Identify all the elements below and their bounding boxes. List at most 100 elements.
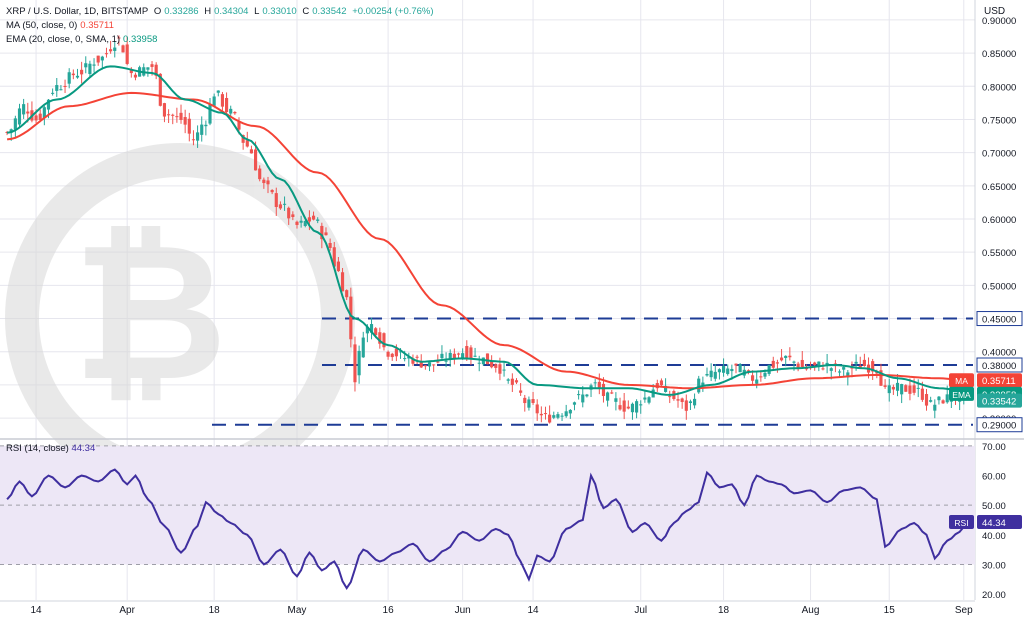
close-value: 0.33542 [312, 6, 347, 17]
ema-legend[interactable]: EMA (20, close, 0, SMA, 1) 0.33958 [6, 34, 160, 45]
candle-body [452, 353, 456, 359]
candle [701, 376, 705, 392]
candle-body [398, 351, 403, 353]
candle [71, 69, 75, 80]
candle-body [680, 398, 684, 403]
candle [477, 355, 481, 372]
candle-body [436, 361, 440, 363]
symbol-legend: XRP / U.S. Dollar, 1D, BITSTAMP O 0.33286… [6, 6, 437, 17]
candle [104, 47, 109, 58]
candle-body [84, 63, 88, 68]
ema-line [6, 65, 968, 396]
candle [900, 383, 904, 404]
change-value: +0.00254 (+0.76%) [352, 6, 434, 17]
candle [187, 112, 191, 142]
candle [647, 396, 651, 405]
candle [494, 363, 498, 373]
candle-body [560, 415, 564, 417]
candle [664, 378, 668, 393]
candle-body [167, 114, 171, 116]
candle [556, 411, 560, 420]
candle-body [601, 383, 606, 396]
candle-body [382, 333, 386, 348]
candle [514, 378, 519, 385]
candle-body [738, 364, 742, 373]
time-tick-label: Sep [955, 605, 973, 616]
candle [258, 165, 262, 182]
candle-body [249, 149, 254, 154]
price-tick-label: 0.85000 [982, 49, 1016, 60]
candle [485, 353, 490, 365]
level-price-tag-border [976, 311, 1023, 327]
candle-body [709, 370, 713, 378]
candle-body [788, 355, 792, 358]
candle [220, 91, 225, 114]
rsi-legend[interactable]: RSI (14, close) 44.34 [6, 443, 95, 454]
candle [713, 364, 717, 382]
candle-body [647, 397, 651, 403]
candle-body [924, 394, 929, 406]
candle [539, 406, 543, 423]
candle [432, 364, 436, 372]
ma-legend[interactable]: MA (50, close, 0) 0.35711 [6, 20, 117, 31]
candle-body [498, 364, 502, 374]
candle-body [299, 220, 303, 223]
price-tick-label: 0.90000 [982, 16, 1016, 27]
candle-body [461, 353, 465, 358]
candle-body [527, 399, 531, 408]
candle-body [693, 398, 697, 406]
candle [390, 352, 394, 361]
candle-body [717, 369, 722, 373]
candle [510, 373, 514, 393]
candle-body [158, 73, 162, 106]
candle-body [539, 413, 543, 416]
candle-body [514, 380, 519, 383]
candle-body [593, 382, 597, 384]
candle [415, 354, 419, 365]
candle-body [490, 360, 494, 368]
candle-body [676, 399, 680, 401]
candle [755, 372, 759, 389]
price-tick-label: 0.70000 [982, 149, 1016, 160]
candle [469, 345, 473, 365]
candle-body [912, 385, 916, 393]
candle-body [630, 403, 635, 413]
candle [548, 405, 552, 424]
candle [846, 370, 850, 386]
candle [51, 88, 55, 96]
candle [316, 217, 320, 224]
candle-body [597, 381, 601, 388]
candle-body [125, 44, 129, 64]
candle [626, 400, 630, 410]
candle-body [75, 75, 80, 78]
candle-body [945, 394, 949, 403]
candle [448, 349, 452, 367]
candle [614, 392, 618, 411]
candle [229, 105, 233, 118]
candle [568, 409, 572, 419]
close-label: C [302, 6, 310, 17]
candle-body [668, 396, 672, 398]
candle [336, 257, 340, 272]
candle-body [664, 385, 668, 392]
candle-body [117, 37, 121, 39]
candle [589, 383, 593, 398]
candle-body [287, 207, 291, 219]
ma-price-tag-text: 0.35711 [982, 376, 1016, 387]
candle-body [26, 111, 30, 114]
candle-body [469, 347, 473, 359]
candle [601, 377, 606, 403]
candle-body [523, 397, 527, 404]
level-price-tag-text: 0.38000 [982, 361, 1016, 372]
candle-body [900, 384, 904, 395]
candle [353, 336, 357, 392]
candle [386, 350, 390, 360]
level-price-tag-box [977, 311, 1022, 326]
candle-body [258, 168, 262, 180]
candle-body [17, 108, 22, 125]
level-price-tag-box [977, 417, 1022, 432]
rsi-legend-value: 44.34 [71, 443, 96, 454]
candle [142, 63, 146, 77]
candle [585, 393, 589, 398]
